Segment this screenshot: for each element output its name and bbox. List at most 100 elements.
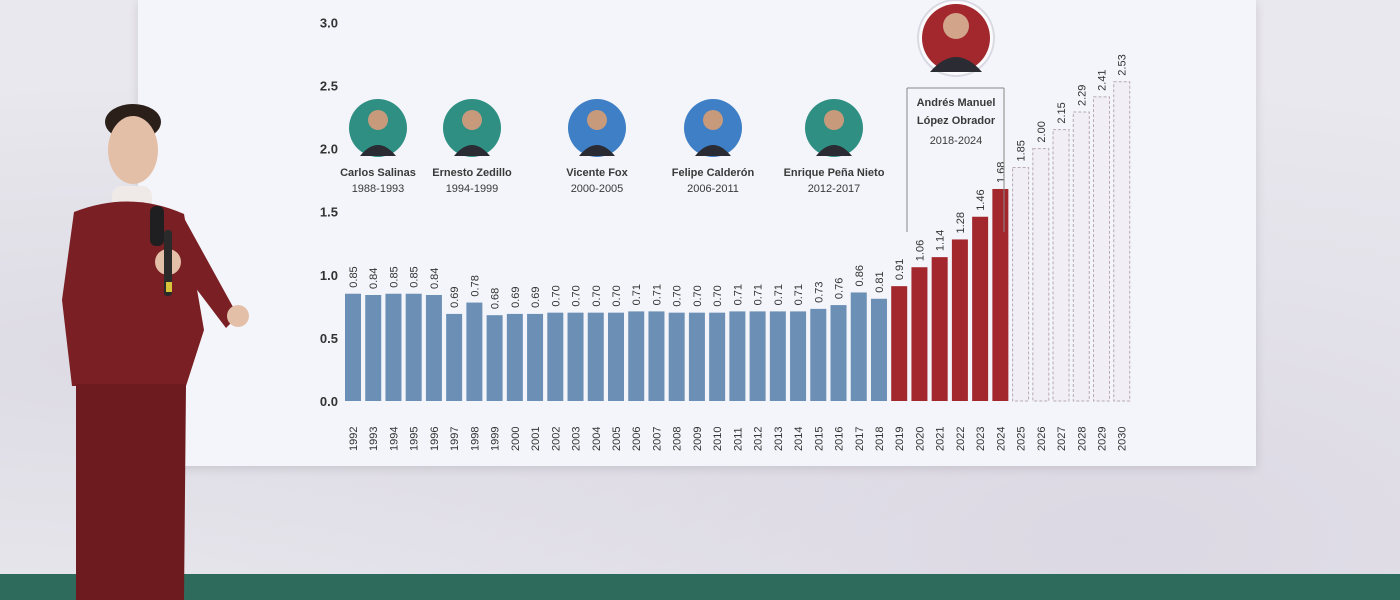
x-tick-label: 2016 <box>834 427 846 451</box>
x-tick-label: 2000 <box>510 427 522 451</box>
x-tick-label: 2013 <box>773 427 785 451</box>
x-tick-label: 1999 <box>490 427 502 451</box>
president-years: 2006-2011 <box>687 183 739 195</box>
y-tick-label: 2.0 <box>320 142 338 157</box>
x-tick-label: 2004 <box>591 427 603 451</box>
value-label: 0.71 <box>773 284 785 305</box>
value-label: 0.91 <box>894 259 906 280</box>
president-portrait-salinas: Carlos Salinas 1988-1993 <box>340 99 416 195</box>
x-tick-label: 2018 <box>874 427 886 451</box>
president-portrait-calderon: Felipe Calderón 2006-2011 <box>672 99 755 195</box>
bar <box>1093 96 1111 402</box>
value-label: 2.29 <box>1076 85 1088 106</box>
portrait-suit <box>930 57 982 72</box>
value-label: 0.70 <box>611 285 623 306</box>
portrait-face <box>587 110 607 130</box>
value-label: 0.85 <box>348 266 360 287</box>
bar <box>527 313 544 401</box>
bar <box>405 293 422 401</box>
projection-screen: 0.0 0.5 1.0 1.5 2.0 2.5 3.0 0.85 0.84 0.85 0.85 0.… <box>138 0 1256 466</box>
value-label: 0.70 <box>692 285 704 306</box>
value-label: 0.76 <box>834 278 846 299</box>
portrait-suit <box>579 145 615 156</box>
bar <box>810 308 827 401</box>
value-label: 0.70 <box>571 285 583 306</box>
bar <box>1012 167 1030 402</box>
president-portraits: Carlos Salinas 1988-1993 Ernesto Zedillo… <box>340 0 1005 232</box>
value-label: 1.14 <box>935 230 947 251</box>
president-years: 1994-1999 <box>446 183 499 195</box>
bar <box>850 292 867 401</box>
bar <box>506 313 523 401</box>
bar-chart: 0.00.51.01.52.02.53.0 0.85 0.84 0.85 0.85 0.… <box>320 0 1131 451</box>
y-tick-label: 3.0 <box>320 15 338 30</box>
bar <box>830 305 847 401</box>
bar <box>790 311 807 401</box>
x-tick-label: 2006 <box>631 427 643 451</box>
value-label: 0.70 <box>712 285 724 306</box>
portrait-suit <box>695 145 731 156</box>
x-tick-label: 2024 <box>995 427 1007 451</box>
bar <box>668 312 685 401</box>
president-name: Felipe Calderón <box>672 167 755 179</box>
value-label: 0.71 <box>732 284 744 305</box>
bar <box>1113 81 1131 402</box>
x-tick-label: 2012 <box>753 427 765 451</box>
bar <box>931 257 948 401</box>
bar <box>891 286 908 401</box>
value-label: 1.46 <box>975 189 987 210</box>
x-tick-label: 2002 <box>550 427 562 451</box>
president-years: 2012-2017 <box>808 183 861 195</box>
portrait-suit <box>816 145 852 156</box>
x-tick-label: 2022 <box>955 427 967 451</box>
bar <box>547 312 564 401</box>
president-years: 1988-1993 <box>352 183 405 195</box>
president-portrait-fox: Vicente Fox 2000-2005 <box>566 99 629 195</box>
president-portrait-zedillo: Ernesto Zedillo 1994-1999 <box>432 99 512 195</box>
x-tick-label: 1992 <box>348 427 360 451</box>
x-tick-label: 2023 <box>975 427 987 451</box>
value-label: 0.73 <box>813 281 825 302</box>
bar <box>992 188 1009 401</box>
chart-bars <box>345 81 1131 402</box>
bar <box>749 311 766 401</box>
value-label: 1.85 <box>1016 140 1028 161</box>
x-tick-label: 2007 <box>651 427 663 451</box>
value-label: 0.81 <box>874 271 886 292</box>
president-name: Vicente Fox <box>566 167 628 179</box>
x-tick-label: 2026 <box>1036 427 1048 451</box>
bar <box>567 312 584 401</box>
portrait-face <box>462 110 482 130</box>
bar <box>628 311 645 401</box>
value-label: 2.41 <box>1097 69 1109 90</box>
x-tick-label: 2030 <box>1117 427 1129 451</box>
x-tick-label: 2027 <box>1056 427 1068 451</box>
x-tick-label: 2028 <box>1076 427 1088 451</box>
x-tick-label: 2011 <box>732 427 744 451</box>
value-label: 0.69 <box>449 287 461 308</box>
value-label: 0.86 <box>854 265 866 286</box>
value-label: 0.71 <box>753 284 765 305</box>
x-tick-label: 2025 <box>1016 427 1028 451</box>
bar <box>769 311 786 401</box>
x-tick-label: 2014 <box>793 427 805 451</box>
bar <box>1052 129 1070 402</box>
bar <box>951 239 968 401</box>
bar <box>486 315 503 401</box>
x-tick-label: 2017 <box>854 427 866 451</box>
bar <box>729 311 746 401</box>
bar <box>446 313 463 401</box>
bar <box>365 294 382 401</box>
value-label: 1.06 <box>914 240 926 261</box>
president-name-line1: Andrés Manuel <box>917 97 996 109</box>
stage-floor-strip <box>0 574 1400 600</box>
x-tick-label: 2010 <box>712 427 724 451</box>
portrait-face <box>368 110 388 130</box>
bar <box>709 312 726 401</box>
value-label: 0.71 <box>631 284 643 305</box>
portrait-face <box>703 110 723 130</box>
x-tick-label: 2015 <box>813 427 825 451</box>
portrait-suit <box>454 145 490 156</box>
president-portrait-lopez-obrador: Andrés Manuel López Obrador 2018-2024 <box>906 0 1005 232</box>
value-label: 0.85 <box>388 266 400 287</box>
